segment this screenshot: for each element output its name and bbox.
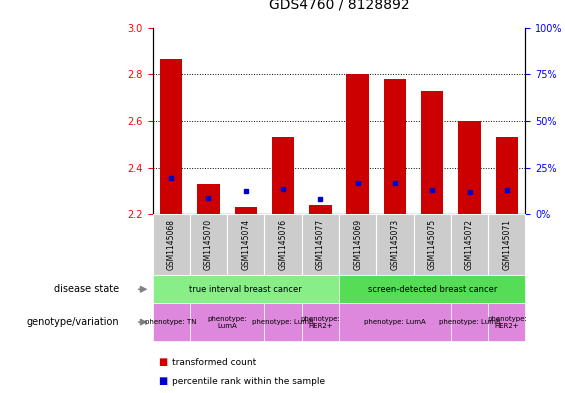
Text: screen-detected breast cancer: screen-detected breast cancer	[368, 285, 497, 294]
Text: phenotype: LumB: phenotype: LumB	[438, 319, 501, 325]
Text: GSM1145074: GSM1145074	[241, 219, 250, 270]
Bar	[346, 74, 369, 214]
Text: GSM1145069: GSM1145069	[353, 219, 362, 270]
Text: phenotype: LumA: phenotype: LumA	[364, 319, 426, 325]
Text: true interval breast cancer: true interval breast cancer	[189, 285, 302, 294]
Text: GSM1145073: GSM1145073	[390, 219, 399, 270]
Bar	[384, 79, 406, 214]
Text: ■: ■	[158, 357, 167, 367]
Bar	[197, 184, 220, 214]
Text: phenotype:
HER2+: phenotype: HER2+	[301, 316, 340, 329]
Text: phenotype: TN: phenotype: TN	[145, 319, 197, 325]
Text: phenotype: LumB: phenotype: LumB	[252, 319, 314, 325]
Text: phenotype:
LumA: phenotype: LumA	[207, 316, 247, 329]
Text: GSM1145076: GSM1145076	[279, 219, 288, 270]
Text: phenotype:
HER2+: phenotype: HER2+	[487, 316, 527, 329]
Text: percentile rank within the sample: percentile rank within the sample	[172, 377, 325, 386]
Bar	[496, 137, 518, 214]
Bar	[421, 90, 444, 214]
Text: GSM1145072: GSM1145072	[465, 219, 474, 270]
Text: GSM1145068: GSM1145068	[167, 219, 176, 270]
Text: genotype/variation: genotype/variation	[26, 317, 119, 327]
Bar	[234, 207, 257, 214]
Text: GSM1145075: GSM1145075	[428, 219, 437, 270]
Bar	[309, 205, 332, 214]
Bar	[458, 121, 481, 214]
Text: transformed count: transformed count	[172, 358, 257, 367]
Text: GDS4760 / 8128892: GDS4760 / 8128892	[269, 0, 409, 12]
Text: GSM1145070: GSM1145070	[204, 219, 213, 270]
Text: ■: ■	[158, 376, 167, 386]
Bar	[272, 137, 294, 214]
Text: GSM1145077: GSM1145077	[316, 219, 325, 270]
Text: GSM1145071: GSM1145071	[502, 219, 511, 270]
Text: disease state: disease state	[54, 284, 119, 294]
Bar	[160, 59, 182, 214]
